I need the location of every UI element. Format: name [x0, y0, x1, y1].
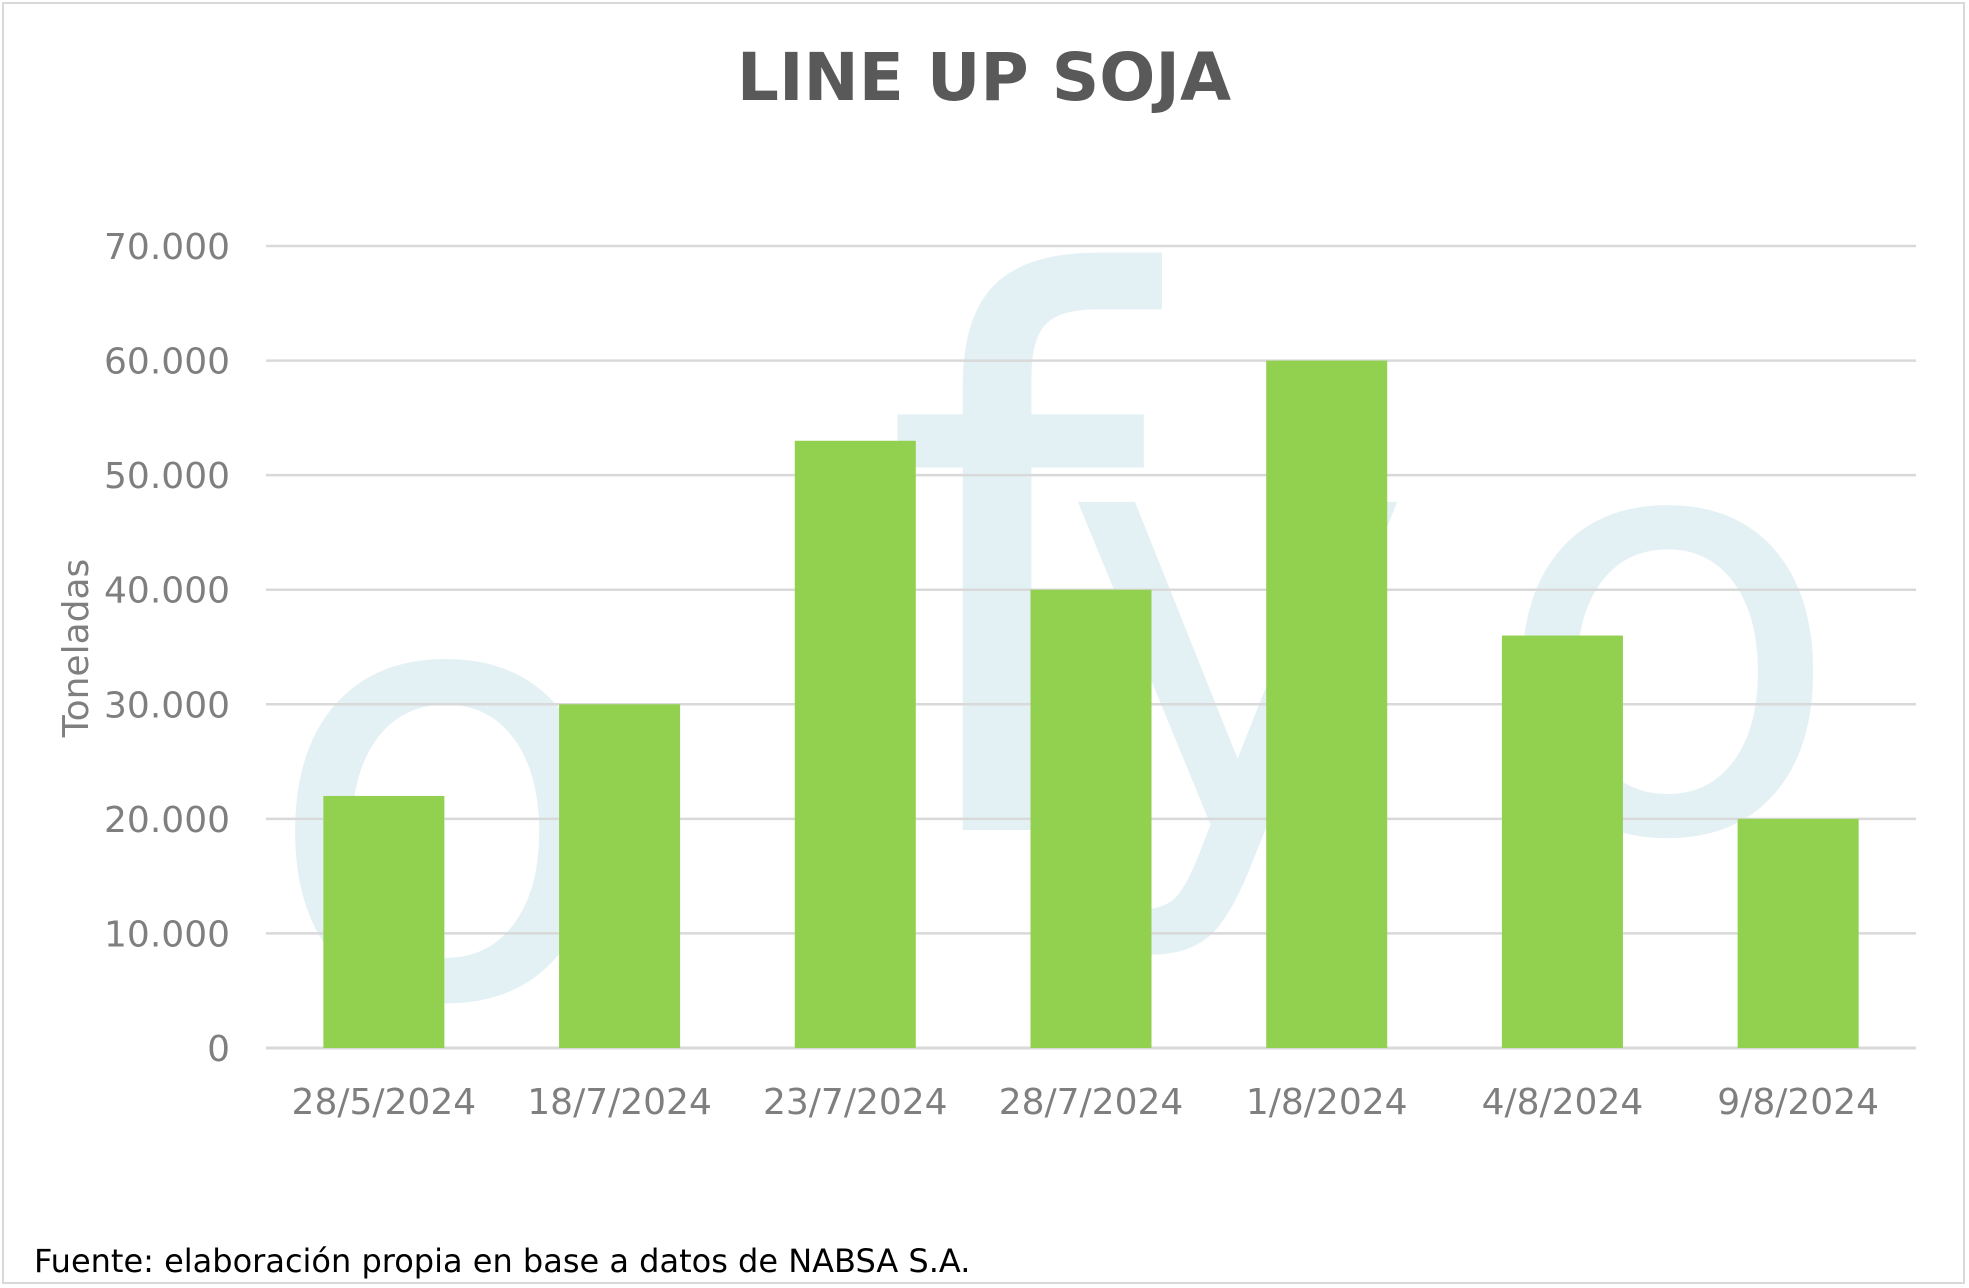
y-tick-label: 40.000 [104, 571, 230, 612]
bar [794, 440, 916, 1048]
x-tick-label: 28/7/2024 [999, 1082, 1184, 1123]
y-tick-label: 60.000 [104, 342, 230, 383]
y-axis-ticks: 0 10.000 20.000 30.000 40.000 50.000 60.000 70.… [104, 227, 230, 1070]
y-tick-label: 0 [207, 1029, 230, 1070]
y-axis-title: Toneladas [56, 559, 97, 739]
x-tick-label: 4/8/2024 [1482, 1082, 1644, 1123]
bar [1501, 635, 1623, 1048]
x-tick-label: 1/8/2024 [1246, 1082, 1408, 1123]
y-tick-label: 30.000 [104, 685, 230, 726]
x-tick-label: 28/5/2024 [292, 1082, 477, 1123]
y-tick-label: 70.000 [104, 227, 230, 268]
chart-title: LINE UP SOJA [737, 39, 1231, 116]
bar [1030, 589, 1152, 1048]
x-tick-label: 18/7/2024 [527, 1082, 712, 1123]
bar [1266, 360, 1388, 1049]
bars [323, 360, 1859, 1049]
y-tick-label: 10.000 [104, 914, 230, 955]
x-tick-label: 9/8/2024 [1717, 1082, 1879, 1123]
y-tick-label: 20.000 [104, 800, 230, 841]
y-tick-label: 50.000 [104, 456, 230, 497]
bar [559, 704, 681, 1048]
source-note: Fuente: elaboración propia en base a dat… [34, 1242, 971, 1280]
bar [323, 795, 445, 1048]
x-tick-label: 23/7/2024 [763, 1082, 948, 1123]
x-axis-ticks: 28/5/2024 18/7/2024 23/7/2024 28/7/2024 1/8/… [292, 1082, 1879, 1123]
bar [1737, 818, 1859, 1048]
